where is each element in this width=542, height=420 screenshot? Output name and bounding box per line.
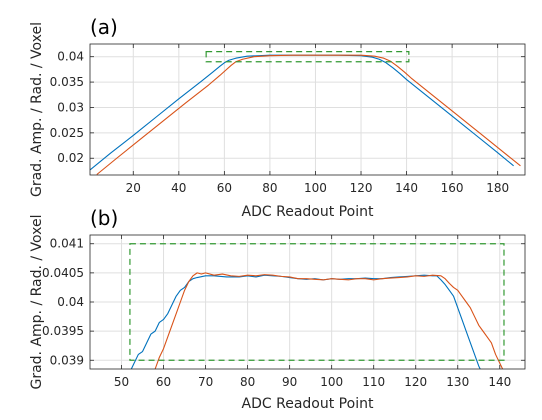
x-tick-label-b-0: 50 — [114, 375, 129, 389]
y-tick-label-a-3: 0.035 — [50, 75, 84, 89]
x-tick-label-a-3: 80 — [262, 181, 277, 195]
y-tick-label-b-2: 0.04 — [57, 295, 84, 309]
x-tick-label-a-4: 100 — [304, 181, 327, 195]
y-tick-label-a-1: 0.025 — [50, 126, 84, 140]
series-line-b-1 — [154, 272, 504, 369]
x-tick-label-a-8: 180 — [486, 181, 509, 195]
plot-area-a — [90, 44, 525, 175]
y-axis-label-b: Grad. Amp. / Rad. / Voxel — [29, 214, 45, 389]
x-tick-label-b-5: 100 — [320, 375, 343, 389]
series-line-a-1 — [96, 54, 521, 175]
y-tick-label-b-4: 0.041 — [50, 237, 84, 251]
x-tick-label-b-9: 140 — [488, 375, 511, 389]
x-tick-label-a-6: 140 — [395, 181, 418, 195]
chart-panel-a: 20 40 60 80 100 120 140 160 180 0.02 0.025 0.03 0.03… — [29, 15, 526, 220]
x-tick-label-b-3: 80 — [240, 375, 255, 389]
panel-label-b: (b) — [90, 206, 118, 230]
y-tick-label-b-1: 0.0395 — [42, 324, 84, 338]
y-tick-label-b-0: 0.039 — [50, 353, 84, 367]
y-tick-label-b-3: 0.0405 — [42, 266, 84, 280]
x-tick-label-b-2: 70 — [198, 375, 213, 389]
x-tick-label-a-1: 40 — [171, 181, 186, 195]
x-tick-label-a-5: 120 — [350, 181, 373, 195]
y-tick-label-a-4: 0.04 — [57, 50, 84, 64]
threshold-box-b — [129, 243, 505, 361]
x-tick-label-b-6: 110 — [362, 375, 385, 389]
threshold-box-a — [205, 51, 410, 63]
panel-label-a: (a) — [90, 15, 118, 39]
x-axis-label-b: ADC Readout Point — [242, 396, 374, 412]
x-axis-label-a: ADC Readout Point — [242, 204, 374, 220]
x-tick-label-b-7: 120 — [404, 375, 427, 389]
x-tick-label-a-0: 20 — [126, 181, 141, 195]
y-axis-label-a: Grad. Amp. / Rad. / Voxel — [29, 22, 45, 197]
axes-frame-a — [89, 43, 526, 176]
chart-panel-b: 50 60 70 80 90 100 110 120 130 140 0.039 0.0395 0.04… — [29, 206, 526, 412]
x-tick-label-a-7: 160 — [441, 181, 464, 195]
x-tick-label-b-8: 130 — [446, 375, 469, 389]
y-tick-label-a-0: 0.02 — [57, 151, 84, 165]
x-tick-label-a-2: 60 — [217, 181, 232, 195]
y-tick-label-a-2: 0.03 — [57, 100, 84, 114]
x-tick-label-b-4: 90 — [282, 375, 297, 389]
x-tick-label-b-1: 60 — [156, 375, 171, 389]
